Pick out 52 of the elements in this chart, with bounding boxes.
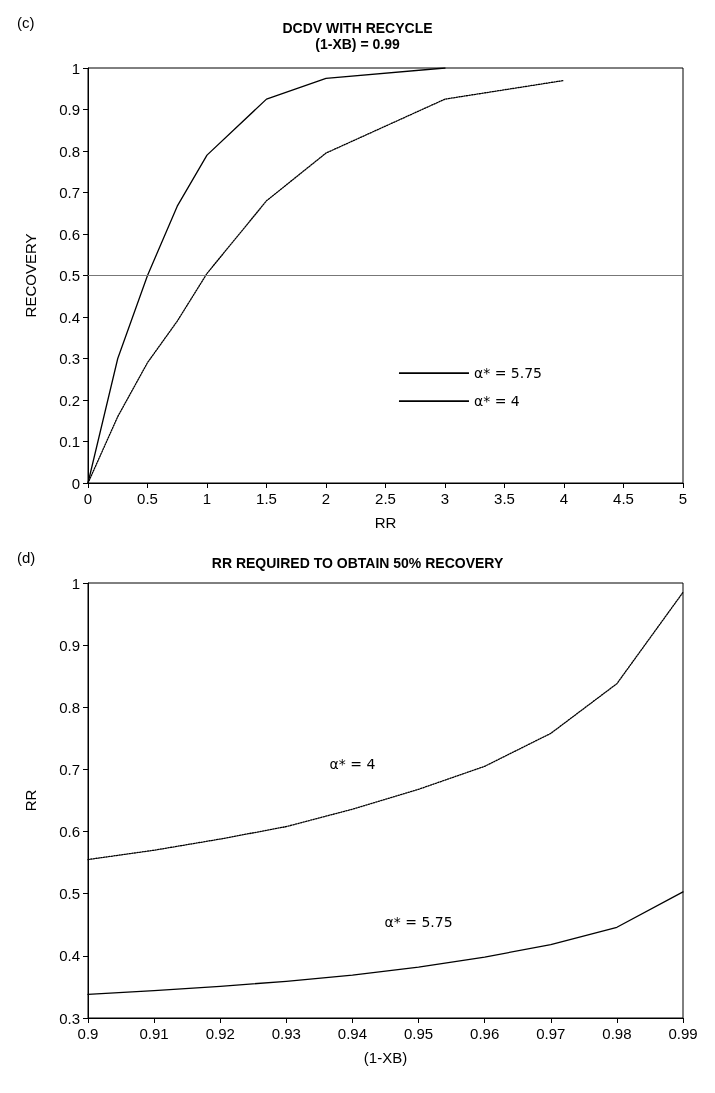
x-tick-label: 2 [321, 490, 331, 507]
x-tick-label: 0.99 [668, 1025, 698, 1042]
y-axis-title: RECOVERY [22, 233, 39, 318]
x-tick-label: 0.91 [139, 1025, 169, 1042]
y-tick-label: 0.2 [59, 391, 80, 409]
x-tick-label: 5 [678, 490, 688, 507]
x-tick-label: 4 [559, 490, 569, 507]
y-tick-label: 0.3 [59, 1009, 80, 1027]
y-tick-label: 0.5 [59, 885, 80, 903]
chart-title: RR REQUIRED TO OBTAIN 50% RECOVERY [211, 555, 504, 571]
x-tick-label: 4.5 [613, 490, 634, 507]
legend-label: α* = 4 [473, 393, 520, 409]
x-tick-label: 0.5 [137, 490, 158, 507]
y-tick-label: 0.4 [59, 947, 80, 965]
x-axis-title: RR [374, 514, 397, 531]
x-tick-label: 0.98 [602, 1025, 632, 1042]
y-tick-label: 0.4 [59, 308, 80, 326]
text: α* = 4 [329, 756, 376, 773]
y-tick-label: 0.8 [59, 698, 80, 716]
y-tick-label: 0.7 [59, 760, 80, 778]
x-tick-label: 2.5 [375, 490, 396, 507]
chart-subtitle: (1-XB) = 0.99 [315, 36, 400, 52]
y-tick-label: 0.8 [59, 142, 80, 160]
x-tick-label: 3 [440, 490, 450, 507]
legend-label: α* = 5.75 [473, 365, 542, 381]
y-tick-label: 0.5 [59, 267, 80, 284]
x-tick-label: 0.92 [205, 1025, 235, 1042]
chart-title: DCDV WITH RECYCLE [282, 20, 433, 36]
y-tick-label: 1 [71, 59, 80, 77]
x-tick-label: 0 [83, 490, 93, 507]
x-tick-label: 0.95 [403, 1025, 434, 1042]
x-tick-label: 1 [202, 490, 212, 507]
x-tick-label: 0.97 [536, 1025, 566, 1042]
y-tick-label: 0.7 [59, 184, 80, 201]
text: α* = 5.75 [384, 914, 453, 931]
y-tick-label: 0.9 [59, 636, 80, 654]
x-tick-label: 1.5 [256, 490, 277, 507]
x-tick-label: 0.96 [470, 1025, 500, 1042]
y-tick-label: 0 [71, 474, 80, 492]
text: (d) [17, 549, 36, 566]
x-tick-label: 0.93 [271, 1025, 301, 1042]
y-tick-label: 1 [71, 574, 80, 592]
x-tick-label: 3.5 [494, 490, 515, 507]
y-tick-label: 0.6 [59, 823, 80, 841]
y-tick-label: 0.3 [59, 350, 80, 367]
y-tick-label: 0.9 [59, 101, 80, 118]
y-tick-label: 0.6 [59, 225, 80, 243]
y-axis-title: RR [22, 789, 39, 812]
x-axis-title: (1-XB) [363, 1049, 408, 1066]
text: (c) [17, 14, 35, 31]
y-tick-label: 0.1 [59, 433, 80, 450]
x-tick-label: 0.94 [337, 1025, 368, 1042]
